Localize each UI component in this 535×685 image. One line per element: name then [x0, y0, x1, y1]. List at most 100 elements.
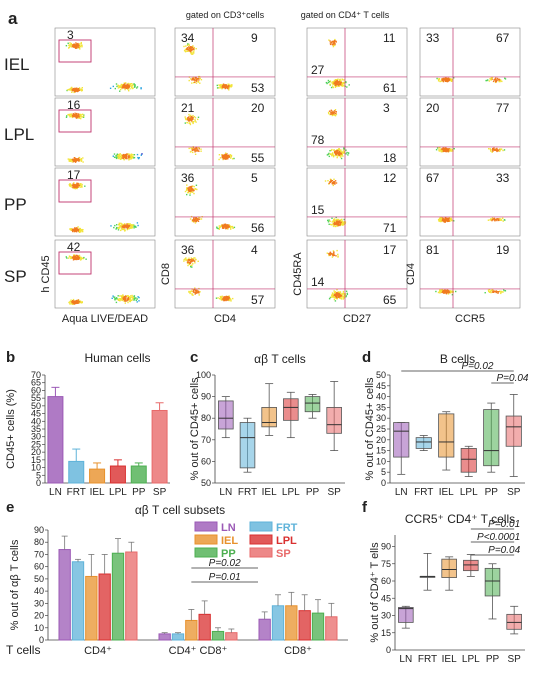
event-dot [336, 156, 338, 159]
event-dot [444, 80, 447, 82]
event-dot [78, 156, 81, 159]
event-dot [183, 260, 185, 262]
event-dot [336, 151, 339, 153]
event-dot [345, 81, 347, 84]
event-dot [441, 79, 444, 81]
event-dot [79, 228, 81, 230]
bar-iel [89, 468, 106, 484]
event-dot [130, 157, 132, 159]
event-dot [230, 300, 232, 302]
event-dot [497, 79, 499, 81]
event-dot [341, 222, 344, 224]
event-dot [326, 154, 329, 156]
event-dot [337, 221, 339, 223]
event-dot [78, 157, 80, 159]
event-dot [127, 297, 129, 299]
event-dot [341, 82, 344, 84]
box-pp [304, 396, 321, 413]
event-dot [223, 223, 225, 226]
event-dot [447, 217, 449, 220]
event-dot [336, 291, 338, 294]
bar-pp [111, 552, 125, 641]
event-dot [220, 225, 223, 227]
event-dot [184, 117, 187, 120]
event-dot [334, 113, 336, 115]
event-dot [331, 153, 333, 156]
event-dot [231, 84, 233, 86]
event-dot [455, 290, 457, 293]
event-dot [135, 226, 137, 228]
event-dot [69, 183, 71, 185]
event-dot [195, 80, 198, 82]
event-dot [334, 295, 336, 297]
event-dot [131, 296, 134, 298]
event-dot [226, 297, 228, 300]
event-dot [226, 296, 229, 298]
event-dot [73, 254, 75, 256]
x-tick-label: PP [306, 487, 320, 498]
event-dot [75, 112, 78, 115]
y-tick-label: 30 [31, 432, 41, 442]
event-dot [80, 116, 82, 118]
event-dot [196, 289, 198, 291]
event-dot [189, 50, 192, 53]
event-dot [224, 157, 226, 159]
event-dot [114, 296, 116, 298]
event-dot [194, 120, 196, 122]
bar-iel [285, 605, 298, 641]
event-dot [487, 79, 489, 81]
event-dot [71, 91, 73, 93]
event-dot [191, 77, 194, 80]
event-dot [192, 191, 194, 193]
event-dot [188, 43, 190, 46]
event-dot [336, 221, 338, 223]
event-dot [132, 87, 134, 90]
event-dot [121, 296, 123, 299]
event-dot [192, 53, 194, 55]
event-dot [444, 77, 447, 80]
event-dot [343, 151, 345, 154]
legend-swatch-lpl [249, 534, 273, 545]
event-dot [198, 150, 200, 152]
event-dot [140, 88, 142, 90]
event-dot [449, 79, 452, 81]
event-dot [72, 113, 74, 115]
event-dot [78, 301, 81, 303]
event-dot [193, 50, 195, 52]
event-dot [74, 229, 76, 231]
event-dot [338, 85, 340, 87]
event-dot [329, 253, 331, 256]
event-dot [133, 154, 136, 156]
event-dot [128, 224, 131, 227]
event-dot [190, 119, 193, 121]
event-dot [449, 150, 451, 152]
event-dot [126, 153, 128, 155]
event-dot [126, 223, 128, 225]
event-dot [80, 259, 82, 261]
event-dot [74, 88, 76, 90]
event-dot [442, 291, 445, 293]
event-dot [69, 184, 72, 186]
event-dot [230, 226, 232, 228]
event-dot [77, 159, 80, 162]
event-dot [495, 79, 498, 81]
event-dot [340, 219, 342, 221]
event-dot [70, 256, 72, 258]
event-dot [330, 111, 332, 113]
event-dot [226, 156, 228, 159]
event-dot [341, 79, 343, 81]
event-dot [122, 295, 124, 298]
event-dot [345, 290, 348, 292]
y-tick-label: 45 [381, 593, 391, 603]
event-dot [80, 114, 82, 116]
event-dot [187, 262, 189, 265]
event-dot [80, 41, 82, 44]
event-dot [75, 45, 77, 47]
event-dot [77, 43, 79, 46]
event-dot [222, 85, 224, 87]
event-dot [329, 223, 332, 226]
event-dot [499, 219, 501, 221]
event-dot [187, 47, 189, 49]
event-dot [197, 260, 199, 262]
